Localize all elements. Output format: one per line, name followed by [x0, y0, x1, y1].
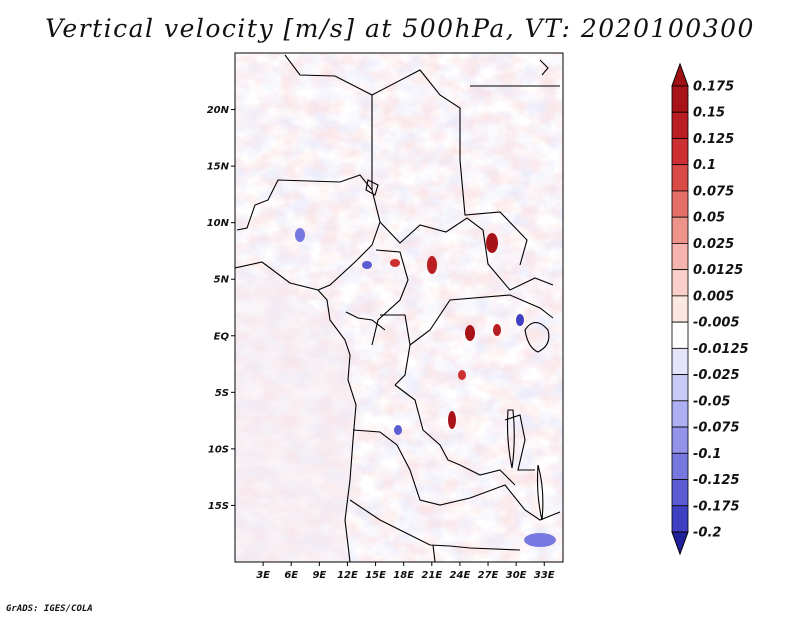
colorbar-swatch	[671, 243, 689, 271]
colorbar-label: -0.005	[693, 316, 740, 331]
colorbar-swatch	[671, 479, 689, 507]
colorbar-swatch	[671, 426, 689, 454]
colorbar-swatch	[671, 321, 689, 349]
colorbar-label: 0.175	[693, 80, 734, 95]
colorbar-swatch	[671, 374, 689, 402]
colorbar-swatch	[671, 111, 689, 139]
lat-tick-label: EQ	[214, 331, 230, 342]
colorbar-label: -0.05	[693, 394, 730, 409]
coastlines-borders	[235, 54, 561, 562]
lon-tick-label: 30E	[506, 570, 527, 581]
lon-tick-label: 3E	[256, 570, 270, 581]
colorbar-swatch	[671, 347, 689, 375]
lakes	[365, 179, 550, 521]
colorbar-swatch	[671, 164, 689, 192]
colorbar-swatch	[671, 400, 689, 428]
lat-tick-label: 15S	[208, 501, 229, 512]
lon-tick-label: 24E	[450, 570, 471, 581]
colorbar-label: -0.1	[693, 447, 721, 462]
grads-credit: GrADS: IGES/COLA	[6, 604, 93, 614]
latitude-axis: 20N 15N 10N 5N EQ 5S 10S 15S	[207, 105, 235, 512]
colorbar-label: 0.075	[693, 184, 734, 199]
lon-tick-label: 21E	[421, 570, 442, 581]
colorbar-label: 0.125	[693, 132, 734, 147]
colorbar-top-arrow	[671, 62, 689, 87]
lat-tick-label: 10S	[208, 444, 229, 455]
colorbar-swatch	[671, 85, 689, 113]
map-frame	[234, 52, 564, 563]
colorbar-swatch	[671, 138, 689, 166]
lat-tick-label: 10N	[207, 218, 230, 229]
colorbar-label: 0.0125	[693, 263, 743, 278]
colorbar-swatch	[671, 452, 689, 480]
lon-tick-label: 6E	[284, 570, 298, 581]
colorbar-label: -0.0125	[693, 342, 749, 357]
colorbar-label: -0.175	[693, 499, 740, 514]
convective-cells	[295, 228, 556, 547]
colorbar: 0.175 0.15 0.125 0.1 0.075 0.05 0.025 0.0125 0.0…	[671, 62, 749, 556]
lat-tick-label: 5N	[214, 275, 230, 286]
lon-tick-label: 33E	[534, 570, 555, 581]
velocity-field	[235, 53, 563, 562]
lon-tick-label: 27E	[478, 570, 499, 581]
colorbar-label: -0.025	[693, 368, 740, 383]
lat-tick-label: 5S	[215, 388, 229, 399]
colorbar-swatch	[671, 505, 689, 533]
lon-tick-label: 9E	[312, 570, 326, 581]
lat-tick-label: 20N	[207, 105, 230, 116]
colorbar-label: 0.15	[693, 106, 725, 121]
longitude-axis: 3E 6E 9E 12E 15E 18E 21E 24E 27E 30E 33E	[256, 562, 555, 581]
colorbar-bottom-arrow	[671, 531, 689, 556]
colorbar-label: 0.025	[693, 237, 734, 252]
lat-tick-label: 15N	[207, 162, 230, 173]
lon-tick-label: 15E	[365, 570, 386, 581]
colorbar-label: -0.125	[693, 473, 740, 488]
chart-title: Vertical velocity [m/s] at 500hPa, VT: 2…	[45, 14, 755, 43]
colorbar-label: 0.05	[693, 211, 725, 226]
colorbar-swatch	[671, 216, 689, 244]
colorbar-label: 0.005	[693, 289, 734, 304]
lon-tick-label: 18E	[393, 570, 414, 581]
colorbar-label: -0.2	[693, 526, 721, 541]
colorbar-label: 0.1	[693, 158, 716, 173]
lon-tick-label: 12E	[337, 570, 358, 581]
colorbar-swatch	[671, 295, 689, 323]
colorbar-swatch	[671, 190, 689, 218]
colorbar-label: -0.075	[693, 421, 740, 436]
colorbar-swatch	[671, 269, 689, 297]
